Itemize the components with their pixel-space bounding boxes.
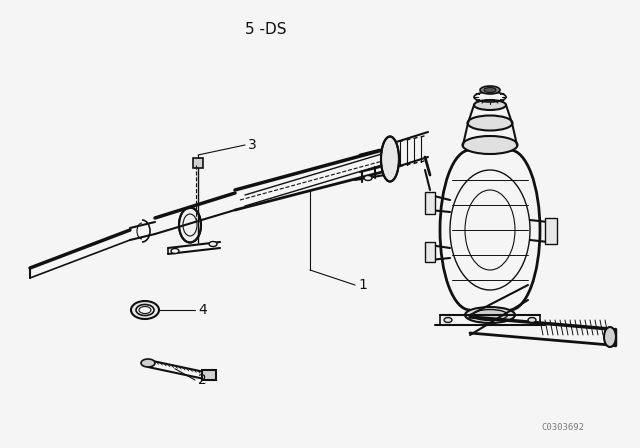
- Ellipse shape: [484, 87, 496, 92]
- Text: 1: 1: [358, 278, 367, 292]
- Bar: [425, 242, 435, 262]
- Bar: [202, 370, 216, 380]
- Ellipse shape: [179, 207, 201, 242]
- Ellipse shape: [472, 310, 508, 320]
- Ellipse shape: [467, 116, 513, 130]
- Ellipse shape: [465, 307, 515, 323]
- Text: 4: 4: [198, 303, 207, 317]
- Bar: [545, 218, 557, 244]
- Ellipse shape: [364, 176, 372, 181]
- Ellipse shape: [171, 249, 179, 254]
- Bar: [425, 192, 435, 214]
- Ellipse shape: [604, 327, 616, 347]
- Ellipse shape: [381, 137, 399, 181]
- Ellipse shape: [141, 359, 155, 367]
- Bar: [193, 158, 203, 168]
- Text: 3: 3: [248, 138, 257, 152]
- Ellipse shape: [136, 305, 154, 315]
- Ellipse shape: [528, 318, 536, 323]
- Text: C0303692: C0303692: [541, 423, 585, 432]
- Ellipse shape: [444, 318, 452, 323]
- Ellipse shape: [474, 100, 506, 110]
- Ellipse shape: [209, 241, 217, 246]
- Text: 2: 2: [198, 373, 207, 387]
- Text: 5 -DS: 5 -DS: [245, 22, 286, 37]
- Ellipse shape: [480, 86, 500, 94]
- Ellipse shape: [131, 301, 159, 319]
- Ellipse shape: [463, 136, 518, 154]
